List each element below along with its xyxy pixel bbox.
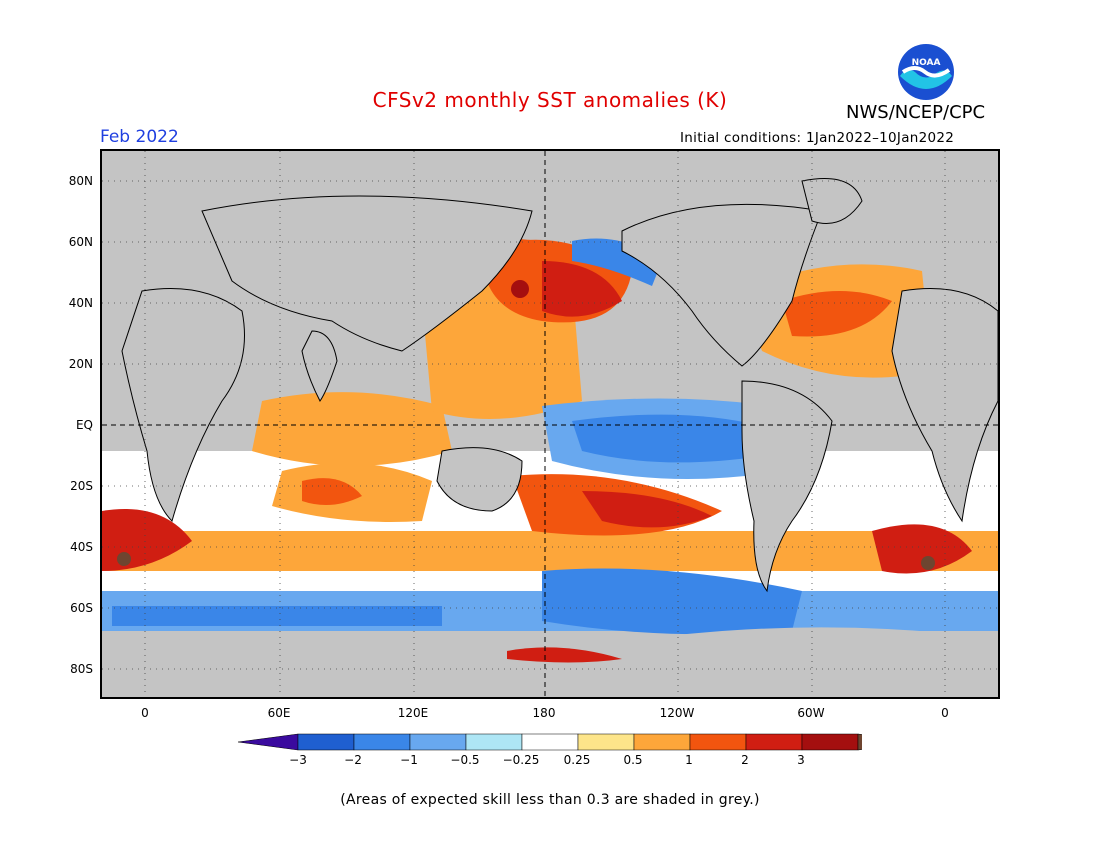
lat-label: 80N [68, 174, 93, 188]
colorbar-segment [689, 733, 747, 751]
lon-label: 0 [141, 706, 149, 720]
lat-label: 80S [70, 662, 93, 676]
skill-footnote: (Areas of expected skill less than 0.3 a… [340, 792, 760, 808]
colorbar-label: 0.25 [563, 753, 591, 767]
colorbar-label: −0.25 [502, 753, 540, 767]
lat-label: 60S [70, 601, 93, 615]
colorbar-segment [633, 733, 691, 751]
colorbar-label: 3 [797, 753, 805, 767]
colorbar [238, 733, 862, 751]
colorbar-segment [297, 733, 355, 751]
lat-label: EQ [75, 418, 93, 432]
lat-label: 60N [68, 235, 93, 249]
lon-label: 180 [532, 706, 556, 720]
colorbar-label: 1 [685, 753, 693, 767]
agency-label: NWS/NCEP/CPC [846, 102, 986, 123]
initial-conditions: Initial conditions: 1Jan2022–10Jan2022 [680, 130, 955, 146]
colorbar-segment [353, 733, 411, 751]
forecast-month: Feb 2022 [100, 127, 179, 147]
colorbar-label: −0.5 [450, 753, 480, 767]
colorbar-label: 2 [741, 753, 749, 767]
colorbar-segment [409, 733, 467, 751]
colorbar-segment [521, 733, 579, 751]
colorbar-segment [857, 733, 862, 751]
lon-label: 60W [797, 706, 825, 720]
chart-title: CFSv2 monthly SST anomalies (K) [372, 88, 728, 112]
noaa-logo: NOAA [898, 44, 954, 100]
map-canvas [102, 151, 998, 697]
colorbar-label: 0.5 [623, 753, 643, 767]
colorbar-segment [801, 733, 859, 751]
lat-label: 40S [70, 540, 93, 554]
sst-anomaly-map [100, 149, 1000, 699]
colorbar-segment [577, 733, 635, 751]
colorbar-label: −3 [289, 753, 307, 767]
lat-label: 20N [68, 357, 93, 371]
lat-label: 20S [70, 479, 93, 493]
colorbar-segment [465, 733, 523, 751]
colorbar-label: −1 [400, 753, 418, 767]
lon-label: 120W [659, 706, 695, 720]
lon-label: 120E [397, 706, 429, 720]
lon-label: 0 [941, 706, 949, 720]
colorbar-segment [238, 733, 299, 751]
lat-label: 40N [68, 296, 93, 310]
svg-text:NOAA: NOAA [912, 58, 941, 68]
colorbar-segment [745, 733, 803, 751]
colorbar-label: −2 [344, 753, 362, 767]
lon-label: 60E [267, 706, 291, 720]
